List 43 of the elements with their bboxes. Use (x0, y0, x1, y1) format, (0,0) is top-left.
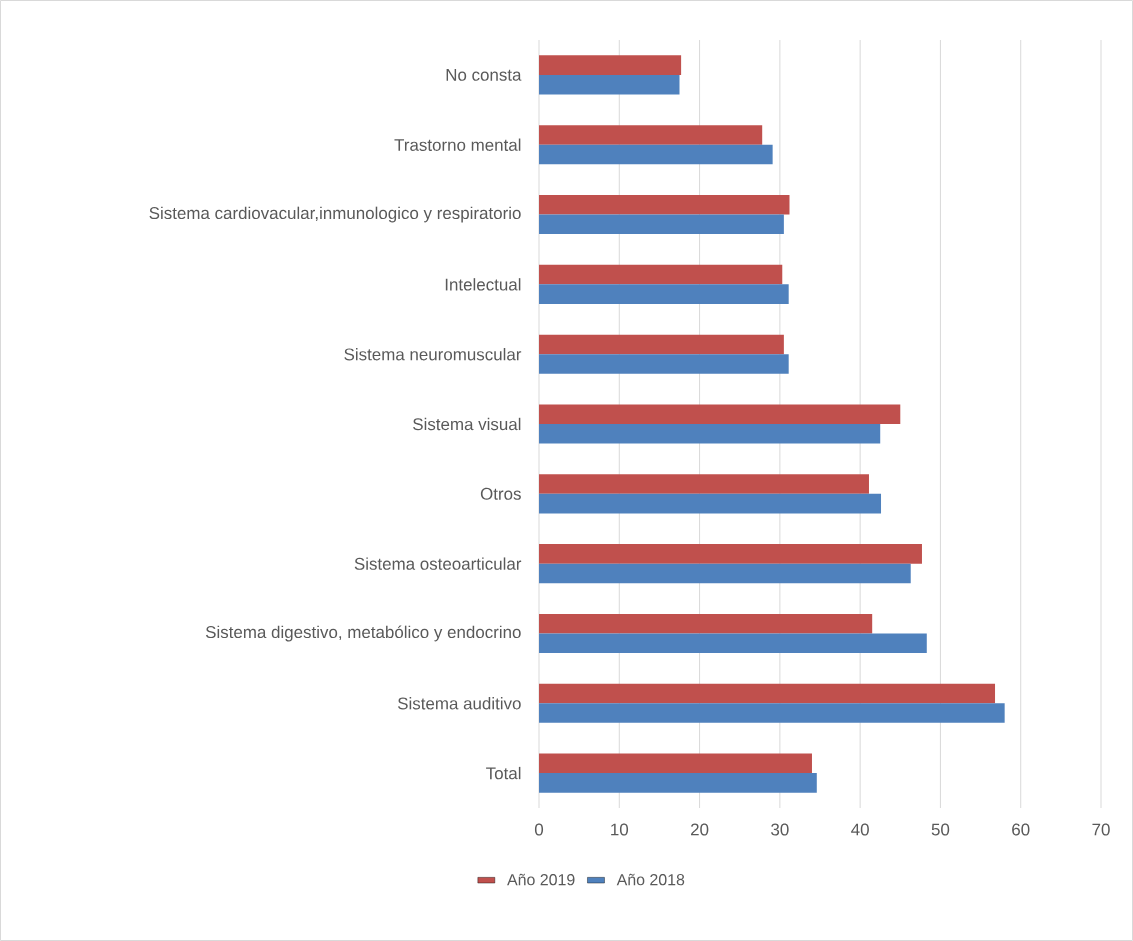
bar (539, 773, 817, 793)
x-tick-label: 30 (771, 823, 789, 836)
x-tick-label: 70 (1092, 823, 1110, 836)
y-tick-label: Intelectual (445, 278, 521, 291)
bar (539, 404, 901, 424)
x-tick-label: 60 (1012, 823, 1030, 836)
bar (539, 474, 869, 494)
x-tick-label: 10 (611, 823, 629, 836)
bar (539, 563, 911, 584)
bar (539, 144, 773, 165)
bar (539, 214, 784, 235)
y-tick-label: Sistema digestivo, metabólico y endocrino (205, 625, 521, 642)
bar (539, 125, 763, 145)
bar (539, 284, 789, 304)
y-tick-label: Sistema visual (413, 417, 521, 431)
bar (539, 493, 882, 514)
y-tick-label: Sistema auditivo (397, 697, 521, 710)
y-tick-label: Sistema neuromuscular (344, 347, 522, 361)
bar (539, 613, 873, 634)
bar (539, 55, 682, 75)
legend-label: Año 2018 (616, 873, 685, 886)
bar (539, 683, 996, 704)
bar (539, 195, 790, 215)
y-tick-label: Total (486, 766, 521, 780)
bar (539, 354, 789, 374)
bar (539, 703, 1005, 723)
y-tick-label: Otros (480, 487, 521, 500)
bar (539, 753, 812, 774)
bar (539, 74, 680, 95)
y-tick-label: No consta (446, 69, 522, 81)
bar (539, 633, 927, 654)
legend-label: Año 2019 (507, 873, 575, 886)
bar (539, 544, 922, 564)
x-tick-label: 20 (691, 823, 709, 836)
y-tick-label: Sistema osteoarticular (354, 557, 522, 570)
y-tick-label: Trastorno mental (394, 138, 521, 151)
bar (539, 264, 783, 285)
bar (539, 334, 784, 355)
y-tick-label: Sistema cardiovacular,inmunologico y respiratorio (149, 206, 521, 223)
x-tick-label: 0 (534, 823, 544, 836)
x-tick-label: 40 (851, 823, 869, 836)
x-tick-label: 50 (931, 823, 950, 836)
bar (539, 424, 881, 444)
